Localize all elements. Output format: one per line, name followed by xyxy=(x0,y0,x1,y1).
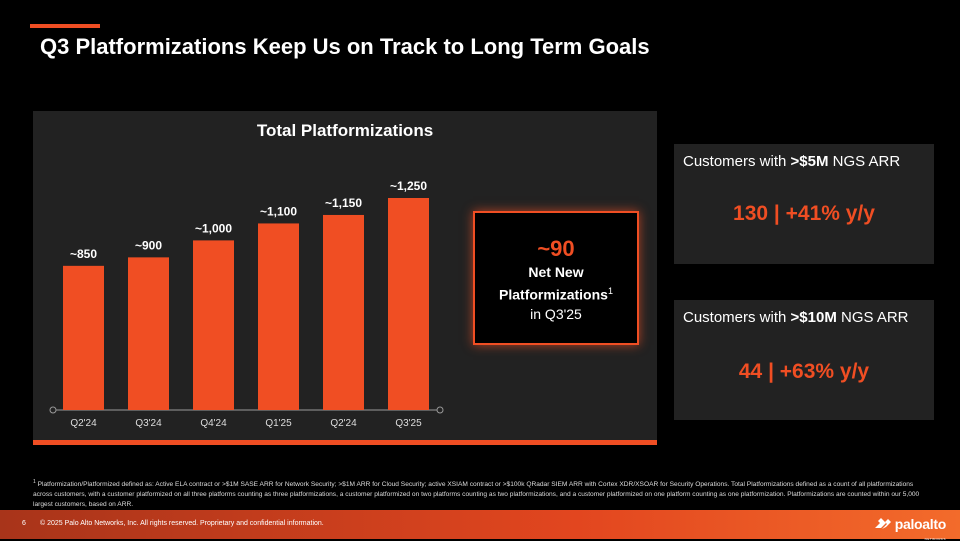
page-number: 6 xyxy=(22,520,26,527)
bar-chart: ~850 Q2'24 ~900 Q3'24 ~1,000 Q4'24 ~1,100 Q1'25… xyxy=(49,179,444,429)
footnote-marker: 1 xyxy=(33,479,36,485)
bar-data-label: ~850 xyxy=(70,247,97,261)
bar xyxy=(258,223,299,410)
bar-data-label: ~1,100 xyxy=(260,204,297,218)
stat-card-5m: Customers with >$5M NGS ARR 130 | +41% y… xyxy=(674,144,934,264)
title-accent-line xyxy=(30,24,100,28)
footer-bar: 6 © 2025 Palo Alto Networks, Inc. All ri… xyxy=(0,510,960,541)
slide-title: Q3 Platformizations Keep Us on Track to … xyxy=(40,34,650,59)
stat-card-10m: Customers with >$10M NGS ARR 44 | +63% y… xyxy=(674,300,934,420)
stat-label-suffix: NGS ARR xyxy=(836,309,909,326)
net-new-label-text: Net New Platformizations xyxy=(499,264,608,303)
logo-mark-icon xyxy=(874,518,891,529)
net-new-value: ~90 xyxy=(537,236,575,261)
x-tick-label: Q1'25 xyxy=(265,418,292,429)
bar-data-label: ~1,150 xyxy=(325,196,362,210)
x-tick-label: Q4'24 xyxy=(200,418,227,429)
stat-card-5m-value: 130 | +41% y/y xyxy=(733,202,875,225)
chart-title: Total Platformizations xyxy=(256,121,434,140)
net-new-label: Net New Platformizations1 xyxy=(475,263,637,305)
x-axis-end-dot xyxy=(436,406,444,414)
stat-label-prefix: Customers with xyxy=(683,309,791,326)
logo-wordmark: paloalto xyxy=(894,516,947,532)
copyright: © 2025 Palo Alto Networks, Inc. All righ… xyxy=(40,520,324,527)
bar-data-label: ~1,250 xyxy=(390,179,427,193)
bar xyxy=(128,257,169,410)
stat-label-emphasis: >$5M xyxy=(790,153,829,170)
x-axis-start-dot xyxy=(49,406,57,414)
bar xyxy=(63,265,104,410)
bar xyxy=(323,214,364,410)
bar-data-label: ~1,000 xyxy=(195,221,232,235)
x-tick-label: Q2'24 xyxy=(70,418,97,429)
footnote-text: Platformization/Platformized defined as:… xyxy=(33,481,920,509)
stat-card-10m-label: Customers with >$10M NGS ARR xyxy=(683,309,909,326)
x-tick-label: Q3'25 xyxy=(395,418,422,429)
x-tick-label: Q3'24 xyxy=(135,418,162,429)
bar-data-label: ~900 xyxy=(135,238,162,252)
stat-label-suffix: NGS ARR xyxy=(828,153,901,170)
net-new-callout: ~90 Net New Platformizations1 in Q3'25 xyxy=(473,211,639,345)
brand-logo: paloalto NETWORKS xyxy=(874,516,947,541)
stat-card-5m-label: Customers with >$5M NGS ARR xyxy=(683,153,900,170)
bar xyxy=(193,240,234,410)
chart-base-bar xyxy=(33,440,657,445)
stat-label-emphasis: >$10M xyxy=(790,309,837,326)
bar xyxy=(388,198,429,410)
logo-subtext: NETWORKS xyxy=(924,537,946,541)
stat-label-prefix: Customers with xyxy=(683,153,791,170)
net-new-period: in Q3'25 xyxy=(530,305,582,322)
x-tick-label: Q2'24 xyxy=(330,418,357,429)
stat-card-10m-value: 44 | +63% y/y xyxy=(738,360,870,383)
footnote: 1 Platformization/Platformized defined a… xyxy=(33,477,928,510)
net-new-footnote-ref: 1 xyxy=(607,286,613,296)
